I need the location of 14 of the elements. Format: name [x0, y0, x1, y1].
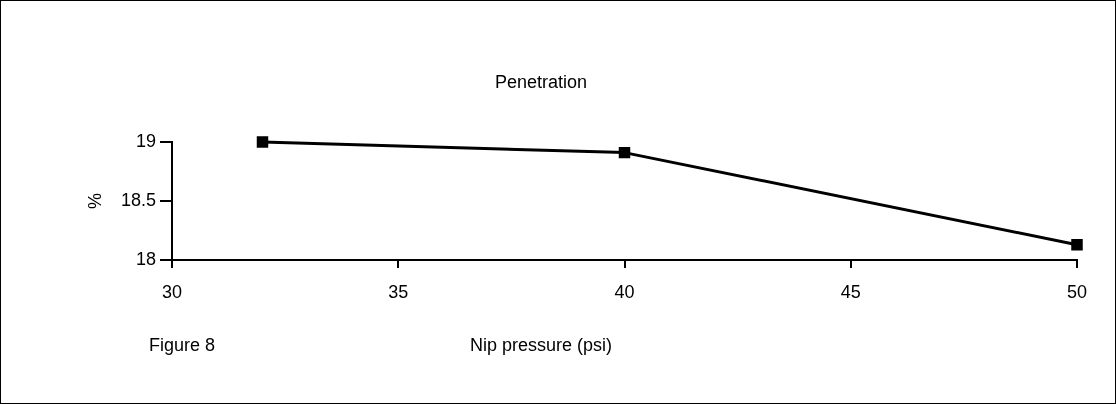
- x-tick-label: 40: [614, 281, 635, 302]
- x-tick-label: 30: [161, 281, 183, 302]
- point: [618, 146, 631, 159]
- caption: Figure 8: [149, 334, 216, 355]
- point: [256, 136, 269, 148]
- y-tick-label: 18: [135, 248, 156, 269]
- x-tick-label: 35: [388, 281, 409, 302]
- point: [1071, 238, 1083, 251]
- y-tick-label: 18.5: [120, 189, 156, 210]
- y-axis-title: %: [84, 192, 105, 210]
- x-tick-label: 45: [840, 281, 861, 302]
- x-tick-label: 50: [1066, 281, 1088, 302]
- y-tick-label: 19: [135, 130, 156, 151]
- chart-title: Penetration: [494, 71, 588, 92]
